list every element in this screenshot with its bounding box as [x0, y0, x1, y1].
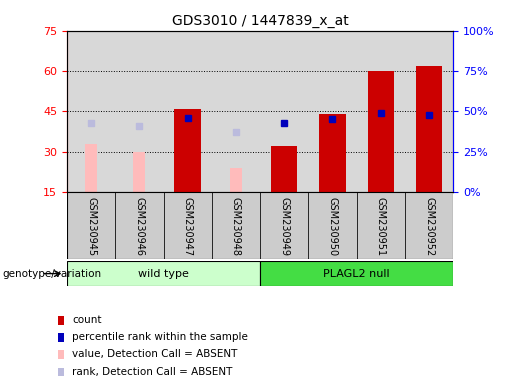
- Bar: [67, 192, 115, 259]
- Title: GDS3010 / 1447839_x_at: GDS3010 / 1447839_x_at: [171, 14, 349, 28]
- Bar: [58, 368, 64, 376]
- Text: GSM230951: GSM230951: [376, 197, 386, 257]
- Bar: [308, 192, 356, 259]
- Bar: [271, 146, 298, 192]
- Text: PLAGL2 null: PLAGL2 null: [323, 268, 390, 279]
- Bar: [115, 192, 163, 259]
- Bar: [260, 261, 453, 286]
- Bar: [67, 261, 260, 286]
- Text: wild type: wild type: [138, 268, 189, 279]
- Bar: [356, 192, 405, 259]
- Bar: [319, 114, 346, 192]
- Bar: [58, 351, 64, 359]
- Bar: [58, 333, 64, 342]
- Text: GSM230945: GSM230945: [86, 197, 96, 257]
- Bar: [133, 152, 145, 192]
- Text: GSM230949: GSM230949: [279, 197, 289, 257]
- Bar: [230, 168, 242, 192]
- Text: GSM230948: GSM230948: [231, 197, 241, 257]
- Text: GSM230946: GSM230946: [134, 197, 144, 257]
- Bar: [58, 316, 64, 324]
- Text: GSM230947: GSM230947: [183, 197, 193, 257]
- Bar: [175, 109, 201, 192]
- Text: percentile rank within the sample: percentile rank within the sample: [72, 332, 248, 342]
- Text: count: count: [72, 314, 101, 325]
- Text: rank, Detection Call = ABSENT: rank, Detection Call = ABSENT: [72, 366, 232, 377]
- Text: GSM230950: GSM230950: [328, 197, 337, 257]
- Bar: [212, 192, 260, 259]
- Bar: [368, 71, 394, 192]
- Bar: [163, 192, 212, 259]
- Bar: [405, 192, 453, 259]
- Text: genotype/variation: genotype/variation: [3, 268, 101, 279]
- Bar: [260, 192, 308, 259]
- Bar: [416, 66, 442, 192]
- Text: GSM230952: GSM230952: [424, 197, 434, 257]
- Text: value, Detection Call = ABSENT: value, Detection Call = ABSENT: [72, 349, 237, 359]
- Bar: [85, 144, 97, 192]
